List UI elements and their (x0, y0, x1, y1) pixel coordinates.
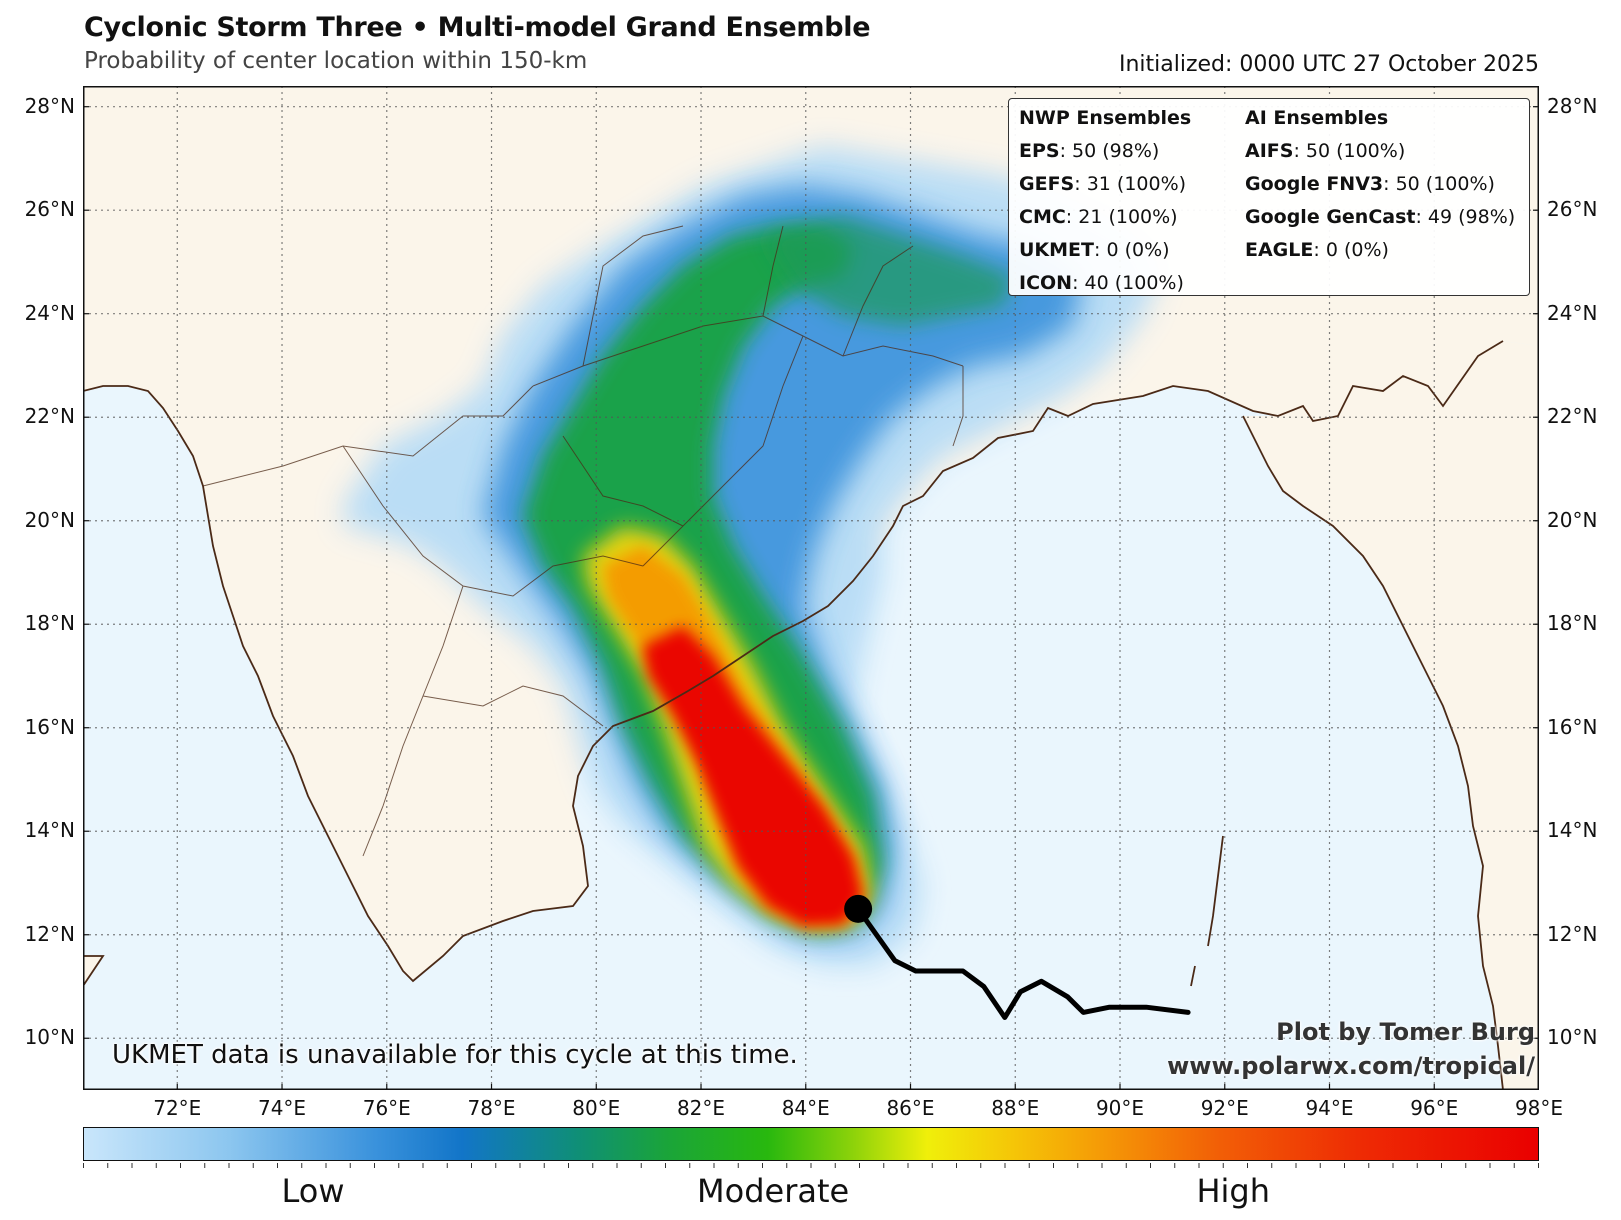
model-count: : 0 (0%) (1094, 239, 1170, 261)
model-name: AIFS (1245, 140, 1294, 162)
legend-item-gefs: GEFS: 31 (100%) (1019, 168, 1191, 201)
colorbar (83, 1127, 1539, 1168)
credit-author: Plot by Tomer Burg (1276, 1018, 1535, 1046)
lat-label-left: 16°N (24, 714, 75, 739)
chart-subtitle: Probability of center location within 15… (84, 48, 588, 74)
lon-label: 82°E (676, 1096, 726, 1120)
storm-track-line (855, 906, 1191, 1020)
legend-item-eagle: EAGLE: 0 (0%) (1245, 234, 1515, 267)
lon-label: 86°E (886, 1096, 935, 1120)
lon-label: 92°E (1200, 1096, 1249, 1120)
lat-label-right: 26°N (1547, 197, 1598, 222)
model-name: CMC (1019, 206, 1066, 228)
lat-label-left: 18°N (24, 611, 75, 636)
lat-label-left: 28°N (24, 93, 75, 118)
storm-track-layer (844, 894, 1191, 1020)
lat-label-left: 26°N (24, 197, 75, 222)
lat-label-left: 20°N (24, 507, 75, 532)
lat-label-left: 24°N (24, 300, 75, 325)
lat-label-right: 12°N (1547, 921, 1598, 946)
colorbar-label-moderate: Moderate (697, 1172, 850, 1210)
legend-item-aifs: AIFS: 50 (100%) (1245, 135, 1515, 168)
lat-label-right: 24°N (1547, 300, 1598, 325)
lon-label: 76°E (362, 1096, 411, 1120)
legend-item-google-fnv3: Google FNV3: 50 (100%) (1245, 168, 1515, 201)
chart-title: Cyclonic Storm Three • Multi-model Grand… (84, 12, 871, 43)
model-count: : 50 (100%) (1383, 173, 1495, 195)
lon-label: 78°E (467, 1096, 516, 1120)
lon-label: 84°E (781, 1096, 830, 1120)
lat-label-right: 14°N (1547, 818, 1598, 843)
model-name: Google FNV3 (1245, 173, 1384, 195)
legend-item-icon: ICON: 40 (100%) (1019, 267, 1191, 300)
lat-label-left: 10°N (24, 1025, 75, 1050)
model-count: : 49 (98%) (1415, 206, 1516, 228)
lat-label-right: 22°N (1547, 404, 1598, 429)
lon-label: 88°E (991, 1096, 1040, 1120)
lat-label-left: 22°N (24, 404, 75, 429)
lat-label-right: 16°N (1547, 714, 1598, 739)
legend-item-eps: EPS: 50 (98%) (1019, 135, 1191, 168)
lon-label: 96°E (1410, 1096, 1459, 1120)
lon-label: 80°E (572, 1096, 621, 1120)
lat-label-right: 28°N (1547, 93, 1598, 118)
colorbar-gradient (83, 1127, 1539, 1161)
coastlines (82, 340, 1504, 1091)
model-count: : 40 (100%) (1072, 272, 1184, 294)
colorbar-ticks (83, 1163, 1539, 1168)
model-name: EAGLE (1245, 239, 1314, 261)
lat-label-right: 20°N (1547, 507, 1598, 532)
credit-url: www.polarwx.com/tropical/ (1167, 1052, 1535, 1080)
nwp-column: NWP Ensembles EPS: 50 (98%) GEFS: 31 (10… (1019, 107, 1191, 300)
lat-label-left: 14°N (24, 818, 75, 843)
colorbar-label-low: Low (281, 1172, 345, 1210)
legend-item-google-gencast: Google GenCast: 49 (98%) (1245, 201, 1515, 234)
initialized-time: Initialized: 0000 UTC 27 October 2025 (1118, 52, 1539, 77)
lat-label-right: 10°N (1547, 1025, 1598, 1050)
model-name: EPS (1019, 140, 1060, 162)
ensemble-legend: NWP Ensembles EPS: 50 (98%) GEFS: 31 (10… (1008, 98, 1530, 296)
map-frame (83, 86, 1539, 1090)
legend-item-ukmet: UKMET: 0 (0%) (1019, 234, 1191, 267)
legend-item-cmc: CMC: 21 (100%) (1019, 201, 1191, 234)
lon-label: 72°E (153, 1096, 202, 1120)
ai-header: AI Ensembles (1245, 107, 1389, 129)
ukmet-note: UKMET data is unavailable for this cycle… (112, 1040, 798, 1070)
model-name: ICON (1019, 272, 1073, 294)
lon-label: 94°E (1305, 1096, 1354, 1120)
model-name: Google GenCast (1245, 206, 1416, 228)
state-borders (202, 225, 964, 857)
land-bangladesh-myanmar (1243, 341, 1539, 1090)
model-count: : 50 (98%) (1059, 140, 1160, 162)
model-count: : 0 (0%) (1313, 239, 1389, 261)
model-count: : 50 (100%) (1293, 140, 1406, 162)
model-name: UKMET (1019, 239, 1094, 261)
storm-current-position (844, 894, 873, 923)
model-count: : 31 (100%) (1074, 173, 1187, 195)
ai-column: AI Ensembles AIFS: 50 (100%) Google FNV3… (1245, 107, 1515, 267)
lat-label-right: 18°N (1547, 611, 1598, 636)
lon-label: 98°E (1514, 1096, 1564, 1120)
lon-label: 74°E (257, 1096, 307, 1120)
model-count: : 21 (100%) (1065, 206, 1178, 228)
nwp-header: NWP Ensembles (1019, 107, 1192, 129)
lat-label-left: 12°N (24, 921, 75, 946)
colorbar-label-high: High (1196, 1172, 1271, 1210)
model-name: GEFS (1019, 173, 1075, 195)
lon-label: 90°E (1095, 1096, 1145, 1120)
